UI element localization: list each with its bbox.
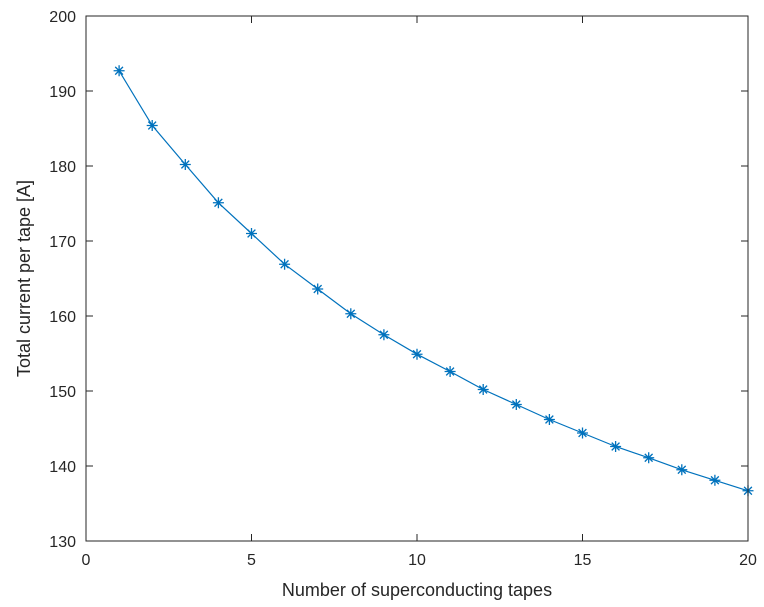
- data-point-marker: [378, 329, 390, 341]
- data-point-marker: [312, 283, 324, 295]
- x-tick-label: 5: [247, 552, 256, 569]
- y-axis-label: Total current per tape [A]: [14, 180, 34, 377]
- data-point-marker: [179, 159, 191, 170]
- y-tick-label: 180: [49, 159, 76, 176]
- data-point-marker: [477, 384, 489, 395]
- y-tick-label: 150: [49, 384, 76, 401]
- y-tick-label: 170: [49, 234, 76, 251]
- x-axis-label: Number of superconducting tapes: [282, 580, 552, 600]
- data-point-marker: [212, 197, 224, 209]
- x-tick-label: 15: [574, 552, 592, 569]
- data-point-marker: [345, 308, 357, 320]
- y-tick-label: 200: [49, 9, 76, 26]
- y-tick-label: 130: [49, 534, 76, 551]
- data-point-marker: [676, 464, 688, 476]
- x-tick-label: 0: [82, 552, 91, 569]
- x-tick-label: 10: [408, 552, 426, 569]
- data-point-marker: [577, 427, 588, 439]
- x-tick-label: 20: [739, 552, 757, 569]
- data-point-marker: [610, 441, 622, 452]
- data-point-marker: [246, 228, 257, 239]
- data-point-marker: [709, 474, 721, 486]
- y-tick-label: 140: [49, 459, 76, 476]
- data-point-marker: [643, 452, 655, 464]
- data-point-marker: [444, 366, 456, 377]
- data-point-marker: [510, 399, 522, 410]
- data-point-marker: [279, 258, 291, 270]
- series-line: [118, 70, 749, 492]
- data-point-marker: [411, 348, 423, 360]
- data-point-marker: [113, 65, 125, 77]
- data-point-marker: [146, 120, 158, 131]
- ticks-layer: 0 5 10 15 20 130 140 150 160 170 180 190 200: [49, 9, 757, 569]
- y-tick-label: 160: [49, 309, 76, 326]
- y-tick-label: 190: [49, 84, 76, 101]
- data-point-marker: [543, 414, 555, 425]
- series-layer: [113, 65, 754, 497]
